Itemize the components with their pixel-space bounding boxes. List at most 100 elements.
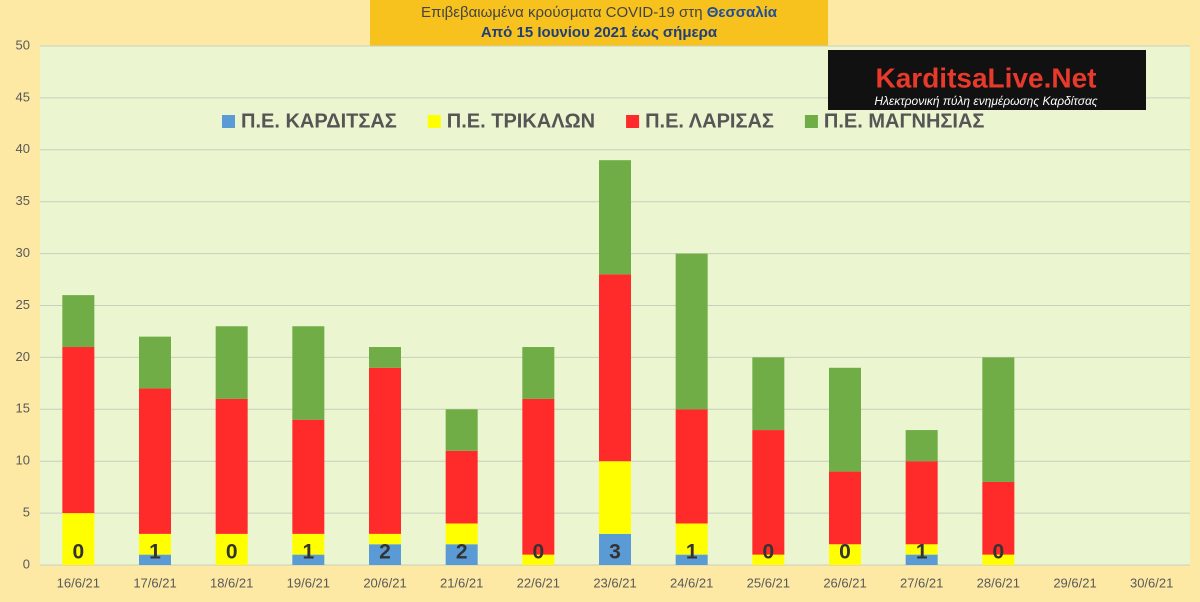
x-tick-label: 26/6/21 <box>823 575 866 590</box>
bar-segment <box>139 554 171 565</box>
legend-label: Π.Ε. ΤΡΙΚΑΛΩΝ <box>447 110 595 132</box>
data-label: 2 <box>379 541 391 564</box>
bar-segment <box>139 533 171 555</box>
bar-segment <box>215 533 248 565</box>
data-label: 0 <box>72 541 84 564</box>
y-tick-label: 15 <box>16 401 30 416</box>
data-label: 0 <box>762 541 774 564</box>
bar-segment <box>445 544 478 565</box>
data-label: 3 <box>609 541 621 564</box>
bar-segment <box>139 336 171 389</box>
y-tick-label: 20 <box>16 349 30 364</box>
bar-segment <box>369 544 401 565</box>
y-tick-label: 0 <box>23 556 30 571</box>
bar-segment <box>599 461 631 534</box>
legend-swatch <box>427 115 441 128</box>
y-tick-label: 50 <box>16 37 30 52</box>
bar-segment <box>982 554 1015 565</box>
legend-label: Π.Ε. ΛΑΡΙΣΑΣ <box>645 110 774 132</box>
x-tick-label: 27/6/21 <box>900 575 943 590</box>
bar-segment <box>982 481 1015 555</box>
data-label: 0 <box>532 541 544 564</box>
bar-segment <box>62 347 95 514</box>
bar-segment <box>905 544 938 555</box>
bar-segment <box>752 430 785 555</box>
y-tick-label: 30 <box>16 245 30 260</box>
x-tick-label: 20/6/21 <box>363 575 406 590</box>
bar-segment <box>752 357 785 431</box>
x-tick-label: 29/6/21 <box>1053 575 1096 590</box>
bar-segment <box>905 554 938 565</box>
bar-segment <box>139 388 171 534</box>
bar-segment <box>522 398 555 555</box>
legend-label: Π.Ε. ΚΑΡΔΙΤΣΑΣ <box>241 110 397 132</box>
bar-segment <box>829 471 861 545</box>
data-label: 0 <box>992 541 1004 564</box>
bar-segment <box>675 523 708 555</box>
bar-segment <box>292 419 325 534</box>
bar-segment <box>215 398 248 534</box>
chart-title: Επιβεβαιωμένα κρούσματα COVID-19 στη Θεσ… <box>421 4 778 21</box>
bar-segment <box>982 357 1015 482</box>
data-label: 2 <box>456 541 468 564</box>
bar-segment <box>445 523 478 545</box>
title-region: Θεσσαλία <box>707 4 778 21</box>
x-tick-label: 17/6/21 <box>133 575 176 590</box>
bar-segment <box>292 554 325 565</box>
y-tick-label: 10 <box>16 453 30 468</box>
title-box <box>370 0 828 46</box>
bar-segment <box>905 461 938 545</box>
data-label: 1 <box>916 541 928 564</box>
x-tick-label: 23/6/21 <box>593 575 636 590</box>
x-tick-label: 30/6/21 <box>1130 575 1173 590</box>
data-label: 1 <box>686 541 698 564</box>
bar-segment <box>752 554 785 565</box>
legend-swatch <box>804 115 818 128</box>
legend-swatch <box>222 115 235 128</box>
bar-segment <box>292 533 325 555</box>
bar-segment <box>62 513 95 565</box>
bar-segment <box>599 274 631 462</box>
data-label: 0 <box>839 541 851 564</box>
bar-segment <box>445 409 478 451</box>
bar-segment <box>675 253 708 410</box>
bar-segment <box>445 450 478 524</box>
legend-swatch <box>626 115 640 128</box>
y-tick-label: 40 <box>16 141 30 156</box>
bar-segment <box>675 409 708 524</box>
data-label: 1 <box>149 541 161 564</box>
bar-segment <box>292 326 325 420</box>
bar-segment <box>599 160 631 275</box>
chart-subtitle: Από 15 Ιουνίου 2021 έως σήμερα <box>481 24 718 41</box>
bar-segment <box>369 367 401 534</box>
bar-segment <box>62 295 95 348</box>
bar-segment <box>522 347 555 399</box>
x-tick-label: 18/6/21 <box>210 575 253 590</box>
logo-box <box>828 50 1146 110</box>
logo-tagline: Ηλεκτρονική πύλη ενημέρωσης Καρδίτσας <box>874 94 1097 108</box>
bar-segment <box>829 544 861 565</box>
bar-segment <box>215 326 248 399</box>
y-tick-label: 25 <box>16 297 30 312</box>
bar-segment <box>599 533 631 565</box>
data-label: 0 <box>226 541 238 564</box>
bar-segment <box>829 367 861 472</box>
y-tick-label: 5 <box>23 505 30 520</box>
legend: Π.Ε. ΚΑΡΔΙΤΣΑΣ Π.Ε. ΤΡΙΚΑΛΩΝ Π.Ε. ΛΑΡΙΣΑΣ Π… <box>222 110 984 132</box>
bar-segment <box>905 430 938 462</box>
x-tick-label: 25/6/21 <box>747 575 790 590</box>
x-tick-label: 21/6/21 <box>440 575 483 590</box>
bar-segment <box>369 533 401 545</box>
x-tick-label: 22/6/21 <box>517 575 560 590</box>
y-tick-label: 45 <box>16 89 30 104</box>
logo-name: KarditsaLive.Net <box>876 62 1097 93</box>
bar-segment <box>675 554 708 565</box>
x-tick-label: 24/6/21 <box>670 575 713 590</box>
bar-segment <box>522 554 555 565</box>
x-tick-label: 19/6/21 <box>287 575 330 590</box>
bar-segment <box>369 347 401 368</box>
x-tick-label: 16/6/21 <box>57 575 100 590</box>
data-label: 1 <box>302 541 314 564</box>
y-tick-label: 35 <box>16 193 30 208</box>
